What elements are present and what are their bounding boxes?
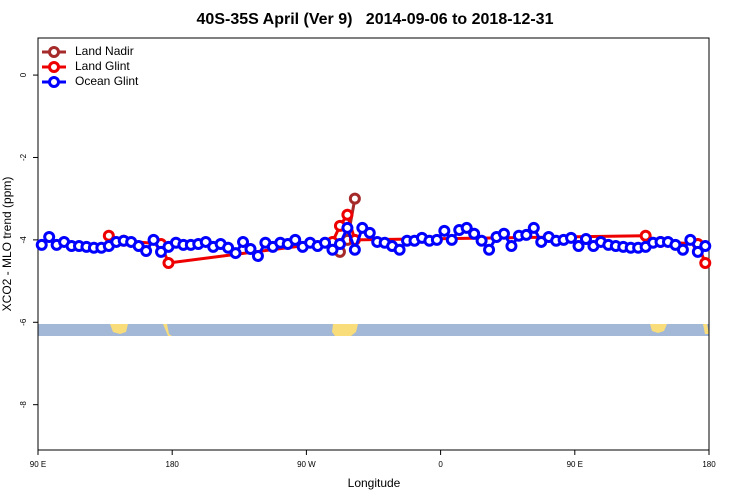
x-tick-label: 90 E — [30, 460, 46, 469]
x-tick-label: 180 — [166, 460, 180, 469]
point — [468, 227, 481, 240]
point — [341, 208, 354, 221]
legend-label: Ocean Glint — [75, 74, 139, 88]
chart-title: 40S-35S April (Ver 9) 2014-09-06 to 2018… — [197, 11, 554, 28]
point — [348, 243, 361, 256]
x-tick-label: 90 W — [297, 460, 316, 469]
point — [460, 221, 473, 234]
y-tick-label: -8 — [19, 401, 28, 409]
point — [162, 256, 175, 269]
point — [348, 192, 361, 205]
point — [475, 234, 488, 247]
x-tick-label: 180 — [702, 460, 716, 469]
point — [289, 233, 302, 246]
point — [237, 235, 250, 248]
y-tick-label: -2 — [19, 153, 28, 161]
map-strip — [38, 324, 709, 336]
legend-marker — [48, 61, 60, 73]
point — [527, 221, 540, 234]
point — [229, 247, 242, 260]
land — [110, 324, 128, 334]
ocean-strip — [38, 324, 709, 336]
land — [650, 324, 667, 333]
point — [445, 233, 458, 246]
land — [703, 324, 709, 334]
x-tick-label: 0 — [438, 460, 443, 469]
x-axis-label: Longitude — [348, 476, 401, 490]
point — [565, 231, 578, 244]
point — [251, 249, 264, 262]
point — [505, 240, 518, 253]
x-tick-label: 90 E — [567, 460, 583, 469]
point — [676, 243, 689, 256]
point — [579, 233, 592, 246]
point — [326, 243, 339, 256]
point — [363, 226, 376, 239]
point — [699, 256, 712, 269]
point — [244, 242, 257, 255]
point — [35, 238, 48, 251]
y-tick-label: -6 — [19, 318, 28, 326]
point — [438, 224, 451, 237]
point — [222, 241, 235, 254]
point — [147, 233, 160, 246]
point — [572, 240, 585, 253]
land — [332, 324, 358, 336]
point — [520, 228, 533, 241]
y-tick-label: 0 — [19, 72, 28, 77]
point — [43, 230, 56, 243]
legend-label: Land Nadir — [75, 44, 134, 58]
legend-marker — [48, 46, 60, 58]
point — [639, 229, 652, 242]
point — [483, 243, 496, 256]
point — [691, 245, 704, 258]
point — [684, 233, 697, 246]
point — [319, 236, 332, 249]
series — [35, 221, 712, 262]
land — [163, 324, 172, 336]
point — [430, 233, 443, 246]
point — [333, 238, 346, 250]
y-axis-label: XCO2 - MLO trend (ppm) — [0, 177, 14, 312]
legend-label: Land Glint — [75, 59, 130, 73]
y-tick-label: -4 — [19, 236, 28, 244]
point — [393, 243, 406, 256]
point — [341, 221, 354, 234]
legend-marker — [48, 76, 60, 88]
point — [140, 245, 153, 258]
point — [497, 227, 510, 240]
point — [699, 240, 712, 253]
